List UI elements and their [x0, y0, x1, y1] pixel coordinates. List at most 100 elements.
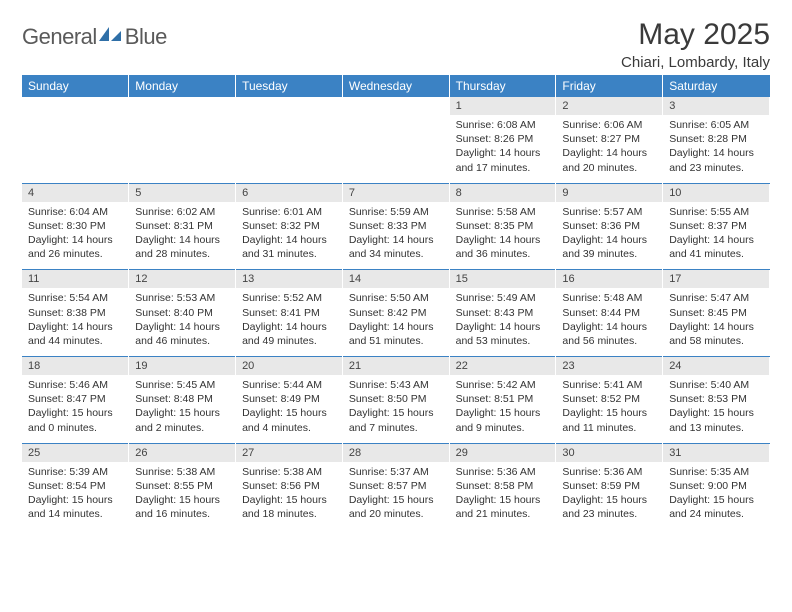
sunrise-text: Sunrise: 5:49 AM — [456, 291, 550, 305]
daylight-text: and 16 minutes. — [135, 507, 229, 521]
sunset-text: Sunset: 8:31 PM — [135, 219, 229, 233]
day-info: Sunrise: 5:39 AMSunset: 8:54 PMDaylight:… — [22, 462, 128, 530]
day-info: Sunrise: 6:08 AMSunset: 8:26 PMDaylight:… — [450, 115, 556, 183]
day-number-cell: 28 — [342, 444, 449, 462]
day-cell: Sunrise: 5:58 AMSunset: 8:35 PMDaylight:… — [449, 202, 556, 270]
day-number-cell: 11 — [22, 270, 129, 288]
day-info: Sunrise: 6:06 AMSunset: 8:27 PMDaylight:… — [556, 115, 662, 183]
day-number-cell: 25 — [22, 444, 129, 462]
sunset-text: Sunset: 8:36 PM — [562, 219, 656, 233]
day-info-row: Sunrise: 5:46 AMSunset: 8:47 PMDaylight:… — [22, 375, 770, 443]
sunrise-text: Sunrise: 5:58 AM — [456, 205, 550, 219]
daylight-text: and 34 minutes. — [349, 247, 443, 261]
sunrise-text: Sunrise: 6:01 AM — [242, 205, 336, 219]
daylight-text: and 20 minutes. — [562, 161, 656, 175]
sunrise-text: Sunrise: 5:43 AM — [349, 378, 443, 392]
day-cell: Sunrise: 5:59 AMSunset: 8:33 PMDaylight:… — [342, 202, 449, 270]
day-cell: Sunrise: 5:38 AMSunset: 8:55 PMDaylight:… — [129, 462, 236, 530]
sunset-text: Sunset: 8:48 PM — [135, 392, 229, 406]
day-cell: Sunrise: 5:50 AMSunset: 8:42 PMDaylight:… — [342, 288, 449, 356]
sunset-text: Sunset: 8:42 PM — [349, 306, 443, 320]
sunset-text: Sunset: 9:00 PM — [669, 479, 763, 493]
day-info: Sunrise: 5:46 AMSunset: 8:47 PMDaylight:… — [22, 375, 128, 443]
daylight-text: Daylight: 15 hours — [135, 406, 229, 420]
sunrise-text: Sunrise: 5:38 AM — [242, 465, 336, 479]
day-info: Sunrise: 5:59 AMSunset: 8:33 PMDaylight:… — [343, 202, 449, 270]
sunset-text: Sunset: 8:32 PM — [242, 219, 336, 233]
sunset-text: Sunset: 8:54 PM — [28, 479, 122, 493]
daylight-text: Daylight: 14 hours — [242, 233, 336, 247]
day-info: Sunrise: 5:48 AMSunset: 8:44 PMDaylight:… — [556, 288, 662, 356]
daylight-text: Daylight: 15 hours — [242, 493, 336, 507]
day-number-row: 123 — [22, 97, 770, 115]
sunset-text: Sunset: 8:45 PM — [669, 306, 763, 320]
sunrise-text: Sunrise: 5:42 AM — [456, 378, 550, 392]
daylight-text: and 26 minutes. — [28, 247, 122, 261]
calendar-table: Sunday Monday Tuesday Wednesday Thursday… — [22, 75, 770, 529]
day-cell: Sunrise: 5:48 AMSunset: 8:44 PMDaylight:… — [556, 288, 663, 356]
sunrise-text: Sunrise: 5:55 AM — [669, 205, 763, 219]
day-number-cell: 18 — [22, 357, 129, 375]
sunrise-text: Sunrise: 5:35 AM — [669, 465, 763, 479]
day-number-cell: 31 — [663, 444, 770, 462]
daylight-text: and 9 minutes. — [456, 421, 550, 435]
weekday-header: Tuesday — [236, 75, 343, 97]
sunset-text: Sunset: 8:52 PM — [562, 392, 656, 406]
sunset-text: Sunset: 8:40 PM — [135, 306, 229, 320]
day-number-cell: 22 — [449, 357, 556, 375]
title-block: May 2025 Chiari, Lombardy, Italy — [621, 18, 770, 71]
day-number-cell: 15 — [449, 270, 556, 288]
day-number-cell: 5 — [129, 184, 236, 202]
daylight-text: Daylight: 14 hours — [456, 320, 550, 334]
day-info: Sunrise: 6:04 AMSunset: 8:30 PMDaylight:… — [22, 202, 128, 270]
day-cell: Sunrise: 5:53 AMSunset: 8:40 PMDaylight:… — [129, 288, 236, 356]
daylight-text: and 14 minutes. — [28, 507, 122, 521]
daylight-text: Daylight: 14 hours — [669, 320, 763, 334]
day-number-cell: 14 — [342, 270, 449, 288]
day-info: Sunrise: 6:05 AMSunset: 8:28 PMDaylight:… — [663, 115, 769, 183]
day-info: Sunrise: 5:43 AMSunset: 8:50 PMDaylight:… — [343, 375, 449, 443]
sunset-text: Sunset: 8:57 PM — [349, 479, 443, 493]
sunset-text: Sunset: 8:44 PM — [562, 306, 656, 320]
day-info: Sunrise: 5:40 AMSunset: 8:53 PMDaylight:… — [663, 375, 769, 443]
day-info: Sunrise: 5:58 AMSunset: 8:35 PMDaylight:… — [450, 202, 556, 270]
day-info-row: Sunrise: 6:04 AMSunset: 8:30 PMDaylight:… — [22, 202, 770, 270]
day-number-cell: 8 — [449, 184, 556, 202]
day-cell: Sunrise: 5:44 AMSunset: 8:49 PMDaylight:… — [236, 375, 343, 443]
day-info — [129, 115, 235, 177]
day-cell: Sunrise: 5:43 AMSunset: 8:50 PMDaylight:… — [342, 375, 449, 443]
sunrise-text: Sunrise: 6:05 AM — [669, 118, 763, 132]
day-number-cell: 12 — [129, 270, 236, 288]
daylight-text: Daylight: 14 hours — [349, 320, 443, 334]
weekday-header: Friday — [556, 75, 663, 97]
weekday-header-row: Sunday Monday Tuesday Wednesday Thursday… — [22, 75, 770, 97]
brand-word1: General — [22, 24, 97, 50]
sunset-text: Sunset: 8:43 PM — [456, 306, 550, 320]
day-info-row: Sunrise: 5:39 AMSunset: 8:54 PMDaylight:… — [22, 462, 770, 530]
sunset-text: Sunset: 8:55 PM — [135, 479, 229, 493]
day-cell — [236, 115, 343, 183]
daylight-text: Daylight: 14 hours — [242, 320, 336, 334]
sunset-text: Sunset: 8:49 PM — [242, 392, 336, 406]
day-cell: Sunrise: 5:36 AMSunset: 8:58 PMDaylight:… — [449, 462, 556, 530]
daylight-text: and 51 minutes. — [349, 334, 443, 348]
day-info: Sunrise: 5:57 AMSunset: 8:36 PMDaylight:… — [556, 202, 662, 270]
location-subtitle: Chiari, Lombardy, Italy — [621, 54, 770, 71]
day-number-cell: 7 — [342, 184, 449, 202]
daylight-text: Daylight: 14 hours — [28, 320, 122, 334]
day-number-row: 11121314151617 — [22, 270, 770, 288]
sunrise-text: Sunrise: 5:36 AM — [456, 465, 550, 479]
daylight-text: Daylight: 14 hours — [669, 146, 763, 160]
month-title: May 2025 — [621, 18, 770, 52]
sunset-text: Sunset: 8:51 PM — [456, 392, 550, 406]
daylight-text: and 2 minutes. — [135, 421, 229, 435]
daylight-text: and 46 minutes. — [135, 334, 229, 348]
day-number-cell: 6 — [236, 184, 343, 202]
day-info-row: Sunrise: 6:08 AMSunset: 8:26 PMDaylight:… — [22, 115, 770, 183]
day-number-cell: 4 — [22, 184, 129, 202]
day-number-cell: 30 — [556, 444, 663, 462]
daylight-text: Daylight: 15 hours — [349, 406, 443, 420]
day-info: Sunrise: 5:49 AMSunset: 8:43 PMDaylight:… — [450, 288, 556, 356]
day-number-cell: 13 — [236, 270, 343, 288]
day-cell: Sunrise: 6:04 AMSunset: 8:30 PMDaylight:… — [22, 202, 129, 270]
